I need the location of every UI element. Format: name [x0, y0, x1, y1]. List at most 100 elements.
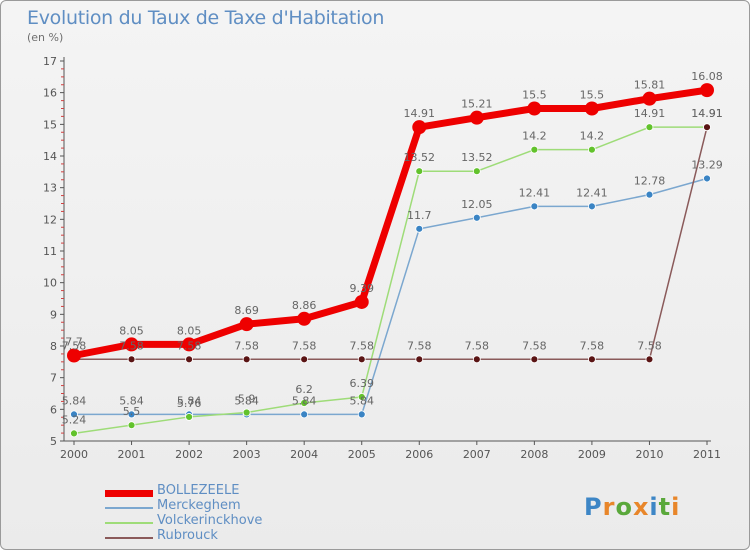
- data-point-bollezeele: [584, 101, 599, 116]
- data-label-volckerinckhove: 6.39: [349, 377, 374, 390]
- data-label-merckeghem: 12.78: [634, 175, 666, 188]
- y-tick-label: 14: [43, 150, 57, 163]
- data-label-volckerinckhove: 14.91: [634, 107, 666, 120]
- data-point-bollezeele: [182, 337, 197, 352]
- x-tick-label: 2001: [118, 448, 146, 461]
- data-point-bollezeele: [124, 337, 139, 352]
- data-label-rubrouck: 7.58: [292, 339, 317, 352]
- data-point-merckeghem: [472, 213, 481, 222]
- y-tick-label: 6: [50, 403, 57, 416]
- data-point-rubrouck: [703, 123, 711, 132]
- x-tick-label: 2004: [290, 448, 318, 461]
- x-tick-label: 2002: [175, 448, 203, 461]
- data-point-volckerinckhove: [70, 429, 78, 438]
- data-label-rubrouck: 7.58: [465, 339, 490, 352]
- data-label-volckerinckhove: 14.2: [580, 130, 605, 143]
- data-point-volckerinckhove: [588, 145, 596, 154]
- y-tick-label: 11: [43, 245, 57, 258]
- data-point-merckeghem: [127, 410, 136, 419]
- x-tick-label: 2003: [233, 448, 261, 461]
- logo-letter: t: [658, 493, 672, 521]
- data-label-rubrouck: 7.58: [119, 339, 144, 352]
- data-label-bollezeele: 9.39: [349, 282, 374, 295]
- series-line-merckeghem: [73, 177, 708, 416]
- data-point-merckeghem: [530, 202, 539, 211]
- logo-letter: P: [584, 493, 603, 521]
- x-tick-label: 2011: [693, 448, 721, 461]
- data-label-rubrouck: 7.58: [407, 339, 432, 352]
- y-tick-label: 8: [50, 340, 57, 353]
- chart-title: Evolution du Taux de Taxe d'Habitation: [27, 7, 385, 29]
- data-label-merckeghem: 12.05: [461, 198, 493, 211]
- data-point-bollezeele: [700, 83, 714, 98]
- data-label-merckeghem: 11.7: [407, 209, 432, 222]
- proxiti-logo[interactable]: Proxiti: [584, 493, 680, 521]
- data-label-bollezeele: 15.81: [634, 79, 666, 92]
- y-tick-label: 9: [50, 308, 57, 321]
- data-point-volckerinckhove: [530, 145, 539, 154]
- y-tick-label: 5: [50, 435, 57, 448]
- data-label-bollezeele: 15.5: [580, 89, 605, 102]
- x-tick-label: 2008: [520, 448, 548, 461]
- data-label-rubrouck: 14.91: [691, 107, 723, 120]
- y-tick-label: 12: [43, 213, 57, 226]
- y-tick-label: 10: [43, 277, 57, 290]
- data-point-rubrouck: [415, 355, 424, 364]
- legend-swatch-bollezeele: [105, 490, 153, 497]
- data-point-bollezeele: [412, 120, 427, 135]
- data-label-bollezeele: 16.08: [691, 70, 723, 83]
- data-label-merckeghem: 5.84: [119, 394, 144, 407]
- data-label-merckeghem: 5.84: [62, 394, 87, 407]
- series-line-rubrouck: [73, 126, 708, 361]
- data-label-volckerinckhove: 5.24: [62, 413, 87, 426]
- data-label-volckerinckhove: 14.2: [522, 130, 547, 143]
- data-point-merckeghem: [588, 202, 596, 211]
- data-label-bollezeele: 15.5: [522, 89, 547, 102]
- data-label-rubrouck: 7.58: [177, 339, 202, 352]
- data-label-volckerinckhove: 14.91: [691, 107, 723, 120]
- data-label-volckerinckhove: 5.5: [123, 405, 141, 418]
- data-point-volckerinckhove: [185, 413, 193, 421]
- data-point-bollezeele: [469, 110, 484, 125]
- data-label-volckerinckhove: 5.76: [177, 397, 202, 410]
- logo-letter: i: [649, 493, 659, 521]
- data-label-volckerinckhove: 13.52: [404, 151, 436, 164]
- data-point-volckerinckhove: [472, 167, 481, 176]
- data-point-bollezeele: [297, 311, 312, 326]
- data-label-volckerinckhove: 6.2: [295, 383, 313, 396]
- legend-label-volckerinckhove: Volckerinckhove: [157, 513, 263, 528]
- y-tick-label: 15: [43, 118, 57, 131]
- x-tick-label: 2010: [635, 448, 663, 461]
- data-point-rubrouck: [530, 355, 539, 364]
- data-point-rubrouck: [357, 355, 366, 364]
- x-tick-label: 2005: [348, 448, 376, 461]
- x-tick-label: 2006: [405, 448, 433, 461]
- data-point-rubrouck: [185, 355, 193, 364]
- series-line-bollezeele: [70, 86, 711, 359]
- legend-swatch-merckeghem: [105, 507, 153, 509]
- data-point-rubrouck: [472, 355, 481, 364]
- data-point-bollezeele: [354, 294, 369, 309]
- data-point-rubrouck: [242, 355, 251, 364]
- data-point-rubrouck: [300, 355, 309, 364]
- data-point-volckerinckhove: [357, 393, 366, 401]
- data-point-bollezeele: [239, 317, 254, 332]
- data-label-rubrouck: 7.58: [234, 339, 259, 352]
- data-label-rubrouck: 7.58: [580, 339, 605, 352]
- y-tick-label: 13: [43, 182, 57, 195]
- x-tick-label: 2000: [60, 448, 88, 461]
- data-label-bollezeele: 14.91: [404, 107, 436, 120]
- y-tick-label: 16: [43, 87, 57, 100]
- data-label-rubrouck: 7.58: [522, 339, 547, 352]
- data-label-rubrouck: 7.58: [62, 339, 87, 352]
- data-label-volckerinckhove: 13.52: [461, 151, 493, 164]
- y-tick-label: 17: [43, 55, 57, 68]
- data-point-volckerinckhove: [645, 123, 654, 132]
- data-label-merckeghem: 12.41: [576, 186, 608, 199]
- legend-swatch-rubrouck: [105, 537, 153, 539]
- data-label-bollezeele: 7.7: [65, 336, 83, 349]
- data-point-volckerinckhove: [127, 421, 136, 430]
- data-label-bollezeele: 8.69: [234, 304, 259, 317]
